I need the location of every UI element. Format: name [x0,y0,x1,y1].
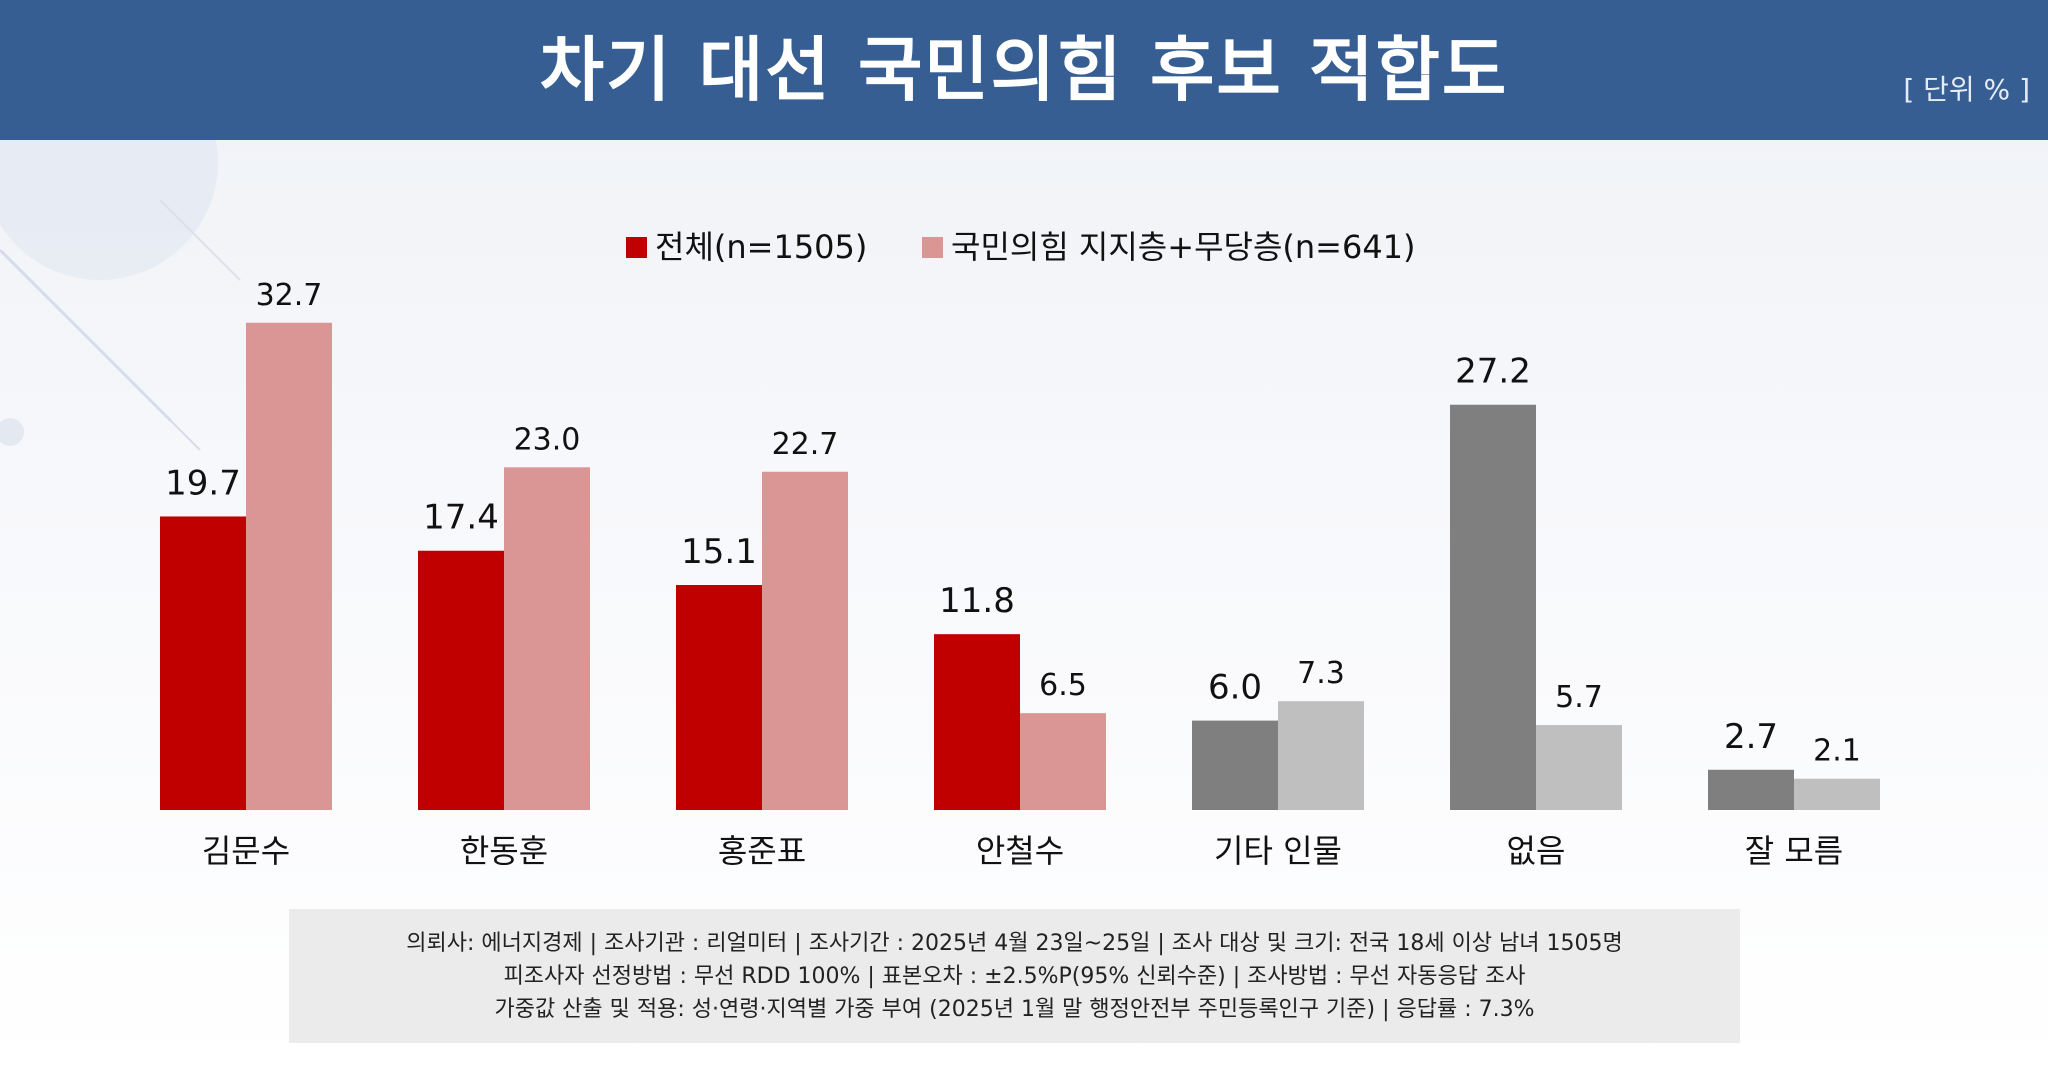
bar-supporters-2 [762,471,848,810]
legend-swatch-total [626,237,647,258]
value-label-total-5: 27.2 [1455,352,1531,392]
survey-info-line-2: 피조사자 선정방법 : 무선 RDD 100% | 표본오차 : ±2.5%P(… [503,963,1526,989]
bar-total-0 [160,516,246,810]
survey-info-box: 의뢰사: 에너지경제 | 조사기관 : 리얼미터 | 조사기간 : 2025년 … [289,909,1740,1043]
survey-info-line-1: 의뢰사: 에너지경제 | 조사기관 : 리얼미터 | 조사기간 : 2025년 … [406,930,1623,956]
value-label-group: 19.7 32.7 17.4 23.0 15.1 22.7 11.8 6.5 6.0 7.3 27.… [165,278,1861,769]
bar-supporters-6 [1794,778,1880,810]
category-label-3: 안철수 [976,832,1064,870]
value-label-supporters-3: 6.5 [1039,668,1087,703]
category-label-2: 홍준표 [718,832,806,870]
value-label-supporters-0: 32.7 [256,278,323,313]
category-label-1: 한동훈 [460,832,548,870]
page-title: 차기 대선 국민의힘 후보 적합도 [539,29,1509,111]
survey-info-line-3: 가중값 산출 및 적용: 성·연령·지역별 가중 부여 (2025년 1월 말 … [494,996,1535,1022]
bar-supporters-1 [504,467,590,810]
bar-supporters-5 [1536,725,1622,810]
legend-label-supporters: 국민의힘 지지층+무당층(n=641) [951,228,1416,266]
value-label-total-2: 15.1 [681,532,757,572]
category-label-6: 잘 모름 [1745,832,1844,870]
bar-total-5 [1450,404,1536,810]
category-label-0: 김문수 [202,832,290,870]
value-label-supporters-6: 2.1 [1813,734,1861,769]
legend-label-total: 전체(n=1505) [655,228,867,266]
bar-total-1 [418,550,504,810]
value-label-total-6: 2.7 [1724,717,1778,757]
bar-supporters-3 [1020,713,1106,810]
bar-supporters-4 [1278,701,1364,810]
bar-total-6 [1708,769,1794,810]
value-label-total-1: 17.4 [423,498,499,538]
value-label-supporters-4: 7.3 [1297,656,1345,691]
bar-total-2 [676,585,762,810]
legend-swatch-supporters [922,237,943,258]
category-label-group: 김문수 한동훈 홍준표 안철수 기타 인물 없음 잘 모름 [202,832,1843,870]
bar-supporters-0 [246,322,332,810]
value-label-total-0: 19.7 [165,463,241,503]
value-label-total-4: 6.0 [1208,668,1262,708]
chart-legend: 전체(n=1505) 국민의힘 지지층+무당층(n=641) [626,228,1416,266]
header-bar [0,0,2048,140]
bar-total-3 [934,634,1020,810]
bar-group [160,322,1880,810]
category-label-5: 없음 [1507,832,1566,870]
value-label-supporters-1: 23.0 [514,422,581,457]
unit-label: [ 단위 % ] [1903,73,2030,106]
bar-chart: 전체(n=1505) 국민의힘 지지층+무당층(n=641) 19.732.71… [160,228,1880,870]
category-label-4: 기타 인물 [1214,832,1342,870]
value-label-supporters-2: 22.7 [772,427,839,462]
value-label-supporters-5: 5.7 [1555,680,1603,715]
value-label-total-3: 11.8 [939,581,1015,621]
bar-total-4 [1192,720,1278,810]
